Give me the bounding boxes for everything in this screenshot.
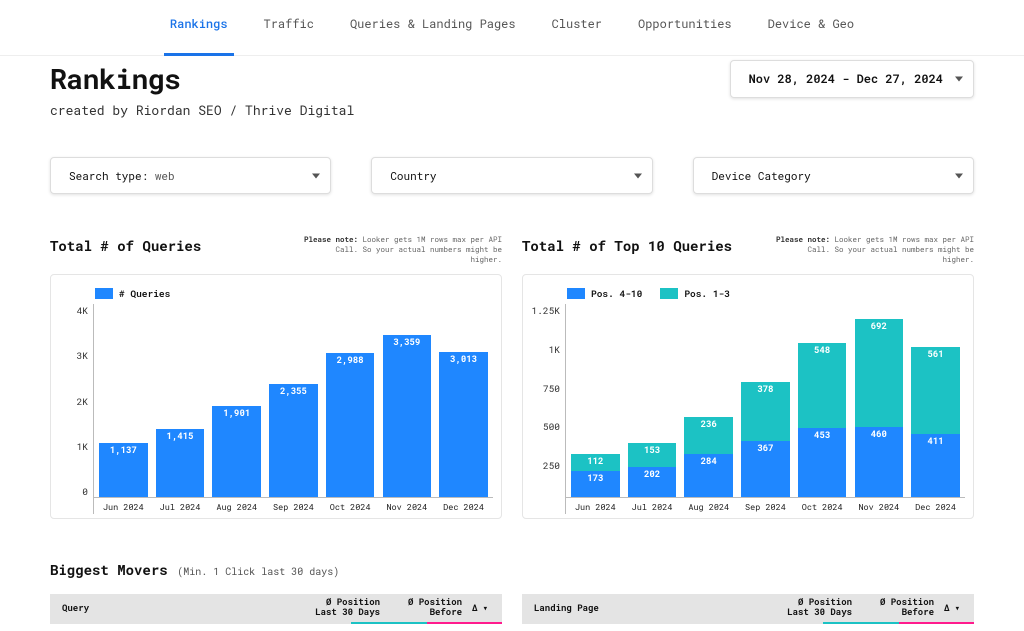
th-pos-last30[interactable]: Ø Position Last 30 Days — [774, 598, 856, 618]
tab-rankings[interactable]: Rankings — [168, 10, 230, 55]
tab-queries-landing[interactable]: Queries & Landing Pages — [348, 10, 518, 55]
chevron-down-icon — [955, 77, 963, 82]
bar-jul-2024[interactable]: 1,415Jul 2024 — [153, 429, 207, 514]
th-delta[interactable]: Δ ▾ — [466, 603, 494, 614]
plot-area: 1,137Jun 20241,415Jul 20241,901Aug 20242… — [93, 304, 493, 514]
bar-aug-2024[interactable]: 284236Aug 2024 — [682, 417, 736, 514]
tab-device-geo[interactable]: Device & Geo — [766, 10, 856, 55]
table-header-landing: Landing Page Ø Position Last 30 Days Ø P… — [522, 594, 974, 624]
legend-swatch — [660, 288, 678, 299]
accent-bar — [50, 622, 502, 624]
accent-bar — [522, 622, 974, 624]
bar-nov-2024[interactable]: 3,359Nov 2024 — [380, 335, 434, 514]
filter-value: web — [155, 168, 175, 183]
chart-total-queries: Total # of Queries Please note: Looker g… — [50, 236, 502, 519]
tab-opportunities[interactable]: Opportunities — [636, 10, 734, 55]
y-axis: 4K3K2K1K0 — [59, 304, 93, 514]
filter-search-type[interactable]: Search type: web — [50, 157, 331, 194]
bar-jun-2024[interactable]: 1,137Jun 2024 — [96, 443, 150, 514]
bar-jul-2024[interactable]: 202153Jul 2024 — [625, 443, 679, 514]
chart-top10-queries: Total # of Top 10 Queries Please note: L… — [522, 236, 974, 519]
bar-oct-2024[interactable]: 453548Oct 2024 — [795, 343, 849, 514]
filter-label: Device Category — [712, 168, 811, 183]
th-landing-page[interactable]: Landing Page — [530, 603, 774, 614]
chart-title: Total # of Queries — [50, 236, 201, 255]
legend-label: Pos. 4-10 — [591, 287, 642, 300]
chart-legend: Pos. 4-10 Pos. 1-3 — [531, 287, 965, 300]
chevron-down-icon — [955, 173, 963, 178]
bar-jun-2024[interactable]: 173112Jun 2024 — [568, 454, 622, 514]
legend-swatch — [567, 288, 585, 299]
bar-nov-2024[interactable]: 460692Nov 2024 — [852, 319, 906, 514]
legend-label: # Queries — [119, 287, 170, 300]
nav-tabs: Rankings Traffic Queries & Landing Pages… — [0, 0, 1024, 56]
th-delta[interactable]: Δ ▾ — [938, 603, 966, 614]
chart-note: Please note: Looker gets 1M rows max per… — [302, 236, 502, 265]
y-axis: 1.25K1K750500250 — [531, 304, 565, 514]
date-range-value: Nov 28, 2024 - Dec 27, 2024 — [749, 71, 943, 87]
movers-title: Biggest Movers — [50, 560, 168, 579]
legend-label: Pos. 1-3 — [684, 287, 730, 300]
bar-sep-2024[interactable]: 2,355Sep 2024 — [266, 384, 320, 514]
chevron-down-icon — [312, 173, 320, 178]
th-pos-last30[interactable]: Ø Position Last 30 Days — [302, 598, 384, 618]
plot-area: 173112Jun 2024202153Jul 2024284236Aug 20… — [565, 304, 965, 514]
tab-cluster[interactable]: Cluster — [550, 10, 604, 55]
chevron-down-icon — [634, 173, 642, 178]
bar-dec-2024[interactable]: 3,013Dec 2024 — [437, 352, 491, 514]
page-subtitle: created by Riordan SEO / Thrive Digital — [50, 101, 354, 119]
filter-device-category[interactable]: Device Category — [693, 157, 974, 194]
table-header-queries: Query Ø Position Last 30 Days Ø Position… — [50, 594, 502, 624]
bar-oct-2024[interactable]: 2,988Oct 2024 — [323, 353, 377, 514]
chart-title: Total # of Top 10 Queries — [522, 236, 732, 255]
th-pos-before[interactable]: Ø Position Before — [384, 598, 466, 618]
filter-country[interactable]: Country — [371, 157, 652, 194]
legend-swatch — [95, 288, 113, 299]
page-title: Rankings — [50, 60, 354, 97]
date-range-picker[interactable]: Nov 28, 2024 - Dec 27, 2024 — [730, 60, 974, 98]
bar-sep-2024[interactable]: 367378Sep 2024 — [738, 382, 792, 514]
bar-dec-2024[interactable]: 411561Dec 2024 — [909, 347, 963, 514]
bar-aug-2024[interactable]: 1,901Aug 2024 — [210, 406, 264, 514]
filter-label: Search type: — [69, 168, 155, 183]
movers-subtitle: (Min. 1 Click last 30 days) — [177, 565, 339, 578]
chart-legend: # Queries — [59, 287, 493, 300]
chart-note: Please note: Looker gets 1M rows max per… — [774, 236, 974, 265]
tab-traffic[interactable]: Traffic — [262, 10, 316, 55]
filter-label: Country — [390, 168, 436, 183]
th-query[interactable]: Query — [58, 603, 302, 614]
th-pos-before[interactable]: Ø Position Before — [856, 598, 938, 618]
